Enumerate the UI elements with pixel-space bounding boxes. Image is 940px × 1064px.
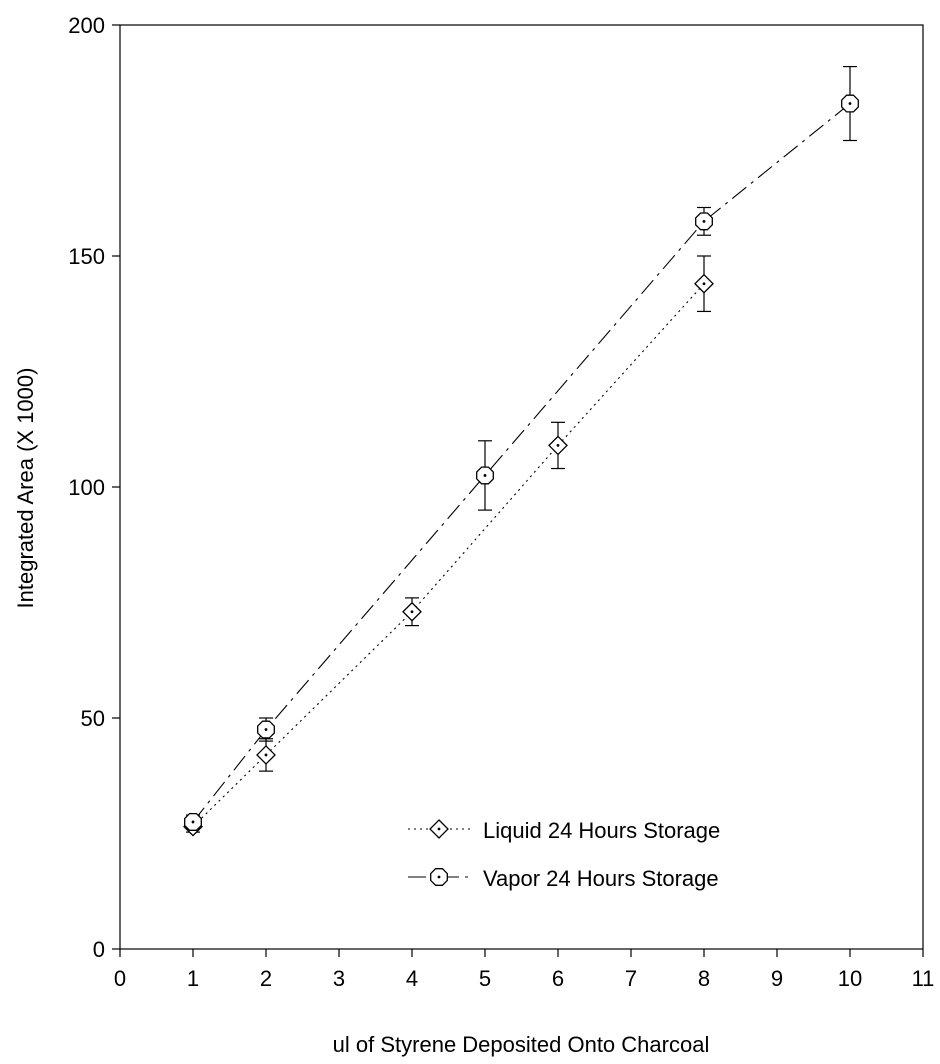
x-tick-label: 10 bbox=[838, 966, 862, 991]
legend-label-vapor: Vapor 24 Hours Storage bbox=[483, 866, 719, 891]
plot-border bbox=[119, 24, 924, 950]
x-tick-label: 8 bbox=[698, 966, 710, 991]
legend-label-liquid: Liquid 24 Hours Storage bbox=[483, 818, 720, 843]
data-point bbox=[548, 435, 568, 456]
x-tick-label: 9 bbox=[771, 966, 783, 991]
plot-frame bbox=[119, 24, 924, 950]
data-point bbox=[402, 601, 422, 622]
legend-line-vapor bbox=[408, 868, 470, 886]
legend-line-liquid bbox=[408, 819, 470, 839]
x-tick-label: 3 bbox=[333, 966, 345, 991]
y-tick-label: 200 bbox=[68, 13, 105, 38]
data-point bbox=[694, 273, 714, 294]
series-line bbox=[192, 283, 705, 827]
x-tick-label: 1 bbox=[187, 966, 199, 991]
data-point bbox=[841, 94, 859, 113]
x-tick-label: 0 bbox=[114, 966, 126, 991]
x-tick-label: 2 bbox=[260, 966, 272, 991]
legend-marker bbox=[429, 819, 449, 839]
data-point bbox=[257, 720, 275, 739]
y-tick-label: 50 bbox=[81, 706, 105, 731]
legend: Liquid 24 Hours Storage Vapor 24 Hours S… bbox=[408, 818, 720, 891]
x-axis-title: ul of Styrene Deposited Onto Charcoal bbox=[333, 1032, 710, 1057]
y-axis: 0 50 100 150 200 bbox=[68, 13, 120, 962]
x-axis: 0 1 2 3 4 5 6 7 8 9 10 11 bbox=[114, 949, 935, 991]
x-tick-label: 11 bbox=[912, 966, 935, 991]
legend-item-vapor: Vapor 24 Hours Storage bbox=[408, 866, 719, 891]
x-tick-label: 7 bbox=[625, 966, 637, 991]
legend-item-liquid: Liquid 24 Hours Storage bbox=[408, 818, 720, 843]
series-layer bbox=[183, 65, 859, 837]
y-tick-label: 150 bbox=[68, 244, 105, 269]
data-point bbox=[695, 212, 713, 231]
series-liquid bbox=[183, 255, 714, 837]
y-tick-label: 0 bbox=[93, 937, 105, 962]
series-vapor bbox=[184, 65, 859, 831]
x-tick-label: 4 bbox=[406, 966, 418, 991]
data-point bbox=[256, 745, 276, 765]
y-tick-label: 100 bbox=[68, 475, 105, 500]
x-tick-label: 5 bbox=[479, 966, 491, 991]
data-point bbox=[476, 466, 494, 485]
data-point bbox=[184, 812, 202, 831]
series-line bbox=[192, 103, 851, 823]
x-tick-label: 6 bbox=[552, 966, 564, 991]
y-axis-title: Integrated Area (X 1000) bbox=[13, 368, 38, 609]
legend-marker bbox=[430, 868, 448, 886]
